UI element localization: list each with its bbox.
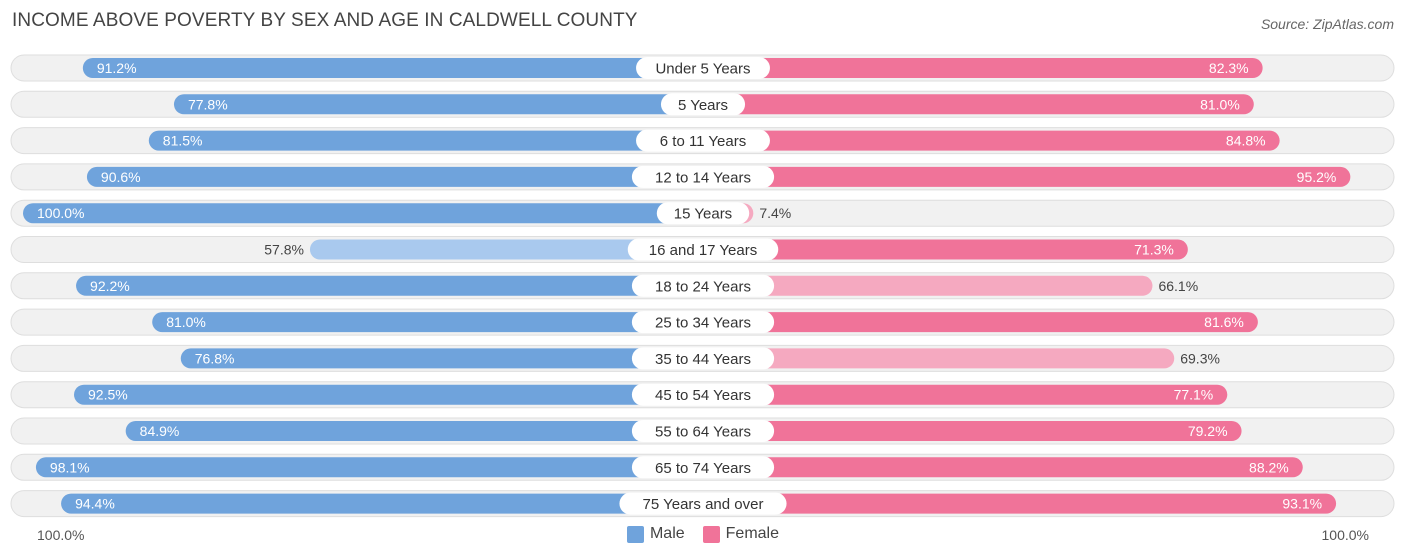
value-label-female: 95.2% [1297,169,1337,185]
bar-female[interactable] [703,312,1258,333]
value-label-female: 81.6% [1204,314,1244,330]
category-label-background [631,420,775,442]
bar-male[interactable] [82,58,704,78]
category-label: 65 to 74 Years [655,460,751,477]
category-label-background [631,311,775,334]
category-label: 25 to 34 Years [655,315,751,332]
value-label-female: 71.3% [1134,242,1174,258]
category-label: 6 to 11 Years [660,133,746,150]
bar-female[interactable] [703,166,1351,187]
bar-female[interactable] [703,275,1153,296]
value-label-male: 57.8% [264,242,304,258]
value-label-male: 98.1% [50,459,90,475]
value-label-male: 92.2% [90,278,130,294]
chart-title: INCOME ABOVE POVERTY BY SEX AND AGE IN C… [12,10,638,31]
category-label-background [631,456,775,479]
bar-male[interactable] [61,493,703,514]
axis-right-label: 100.0% [1321,527,1369,543]
category-label-background [631,274,775,297]
bar-female[interactable] [703,457,1303,478]
category-label: Under 5 Years [655,61,750,78]
bar-female[interactable] [703,421,1242,441]
category-label: 16 and 17 Years [649,242,757,259]
legend-swatch-female [702,525,720,543]
bar-female[interactable] [703,493,1337,514]
category-label-background [619,492,787,515]
bar-male[interactable] [125,421,704,441]
category-label: 35 to 44 Years [655,351,751,368]
bar-female[interactable] [703,130,1280,151]
category-label-background [660,93,746,116]
category-label-background [636,57,770,79]
legend-swatch-male [626,525,644,543]
category-label-background [636,129,770,152]
category-label: 45 to 54 Years [655,387,751,404]
axis-left-label: 100.0% [37,527,85,543]
category-label: 55 to 64 Years [655,424,751,441]
chart-area: 91.2% 82.3% Under 5 Years 77.8% 81.0% 5 Years… [10,54,1395,518]
value-label-male: 92.5% [88,387,128,403]
value-label-female: 81.0% [1200,96,1240,112]
category-label-background [631,165,775,188]
bar-male[interactable] [74,384,703,405]
legend-label-male: Male [649,525,685,542]
value-label-female: 66.1% [1158,278,1198,294]
legend-item-male[interactable]: Male [626,525,685,543]
value-label-female: 84.8% [1226,133,1266,149]
value-label-male: 81.0% [166,314,206,330]
legend-label-female: Female [725,525,780,542]
category-label-background [631,347,775,370]
source-credit: Source: ZipAtlas.com [1260,16,1394,32]
value-label-male: 81.5% [163,133,203,149]
value-label-female: 69.3% [1180,350,1220,366]
value-label-female: 82.3% [1209,60,1249,76]
bar-female[interactable] [703,384,1228,405]
category-label: 75 Years and over [643,496,764,513]
category-label: 15 Years [674,206,732,223]
category-label-background [627,238,779,261]
bar-male[interactable] [23,203,703,224]
category-label: 18 to 24 Years [655,278,751,295]
bar-male[interactable] [152,312,703,333]
bar-male[interactable] [76,275,704,296]
bar-female[interactable] [703,58,1263,78]
value-label-male: 91.2% [97,60,137,76]
value-label-male: 100.0% [37,205,84,221]
value-label-male: 84.9% [140,423,180,439]
bar-male[interactable] [180,348,703,369]
bar-male[interactable] [309,239,703,260]
value-label-female: 77.1% [1174,387,1214,403]
legend: Male Female [0,525,1406,543]
value-label-female: 88.2% [1249,459,1289,475]
category-label: 12 to 14 Years [655,169,751,186]
value-label-male: 77.8% [188,96,228,112]
bar-male[interactable] [35,457,704,478]
value-label-female: 93.1% [1282,496,1322,512]
bar-male[interactable] [148,130,704,151]
bar-female[interactable] [703,94,1254,115]
category-label-background [656,202,750,225]
legend-item-female[interactable]: Female [702,525,780,543]
value-label-male: 76.8% [195,350,235,366]
category-label-background [631,383,775,406]
bar-male[interactable] [86,166,704,187]
value-label-male: 94.4% [75,496,115,512]
bar-male[interactable] [173,94,703,115]
category-label: 5 Years [678,97,728,114]
bar-female[interactable] [703,239,1188,260]
value-label-female: 79.2% [1188,423,1228,439]
bar-female[interactable] [703,348,1175,369]
value-label-female: 7.4% [759,205,791,221]
value-label-male: 90.6% [101,169,141,185]
